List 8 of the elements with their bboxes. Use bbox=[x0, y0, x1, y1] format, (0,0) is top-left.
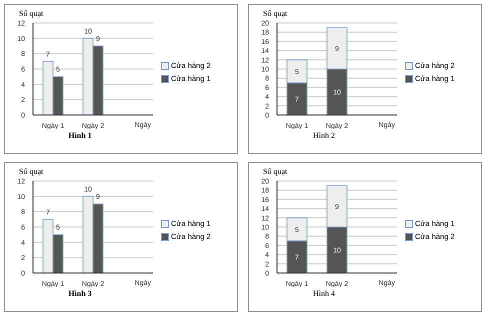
y-axis-title: Số quạt bbox=[263, 167, 288, 176]
text: Hình 1 bbox=[67, 131, 93, 140]
text: Hình 2 bbox=[312, 131, 336, 140]
text: Hình 3 bbox=[67, 289, 93, 298]
y-axis-title: Số quạt bbox=[19, 9, 44, 18]
text: Hình 4 bbox=[312, 289, 336, 298]
y-axis-title: Số quạt bbox=[19, 167, 44, 176]
y-axis-title: Số quạt bbox=[263, 9, 288, 18]
